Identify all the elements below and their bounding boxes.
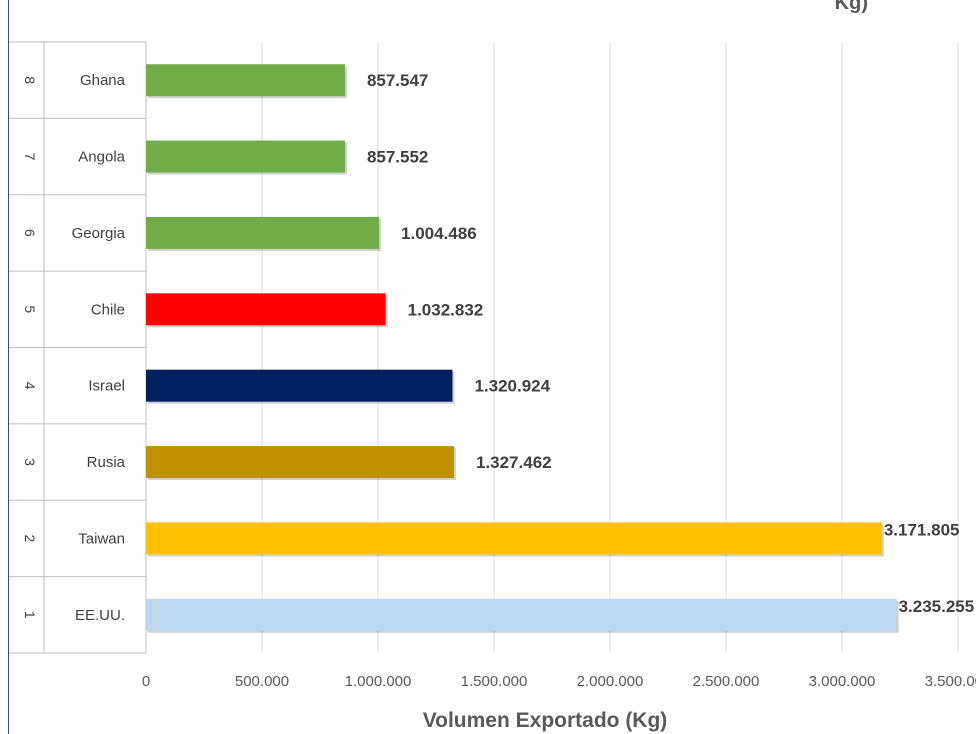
bar-ghana bbox=[146, 64, 345, 97]
rank-label: 2 bbox=[22, 535, 38, 543]
bar-angola bbox=[146, 140, 345, 173]
rank-label: 3 bbox=[22, 458, 38, 466]
data-label: 1.327.462 bbox=[476, 453, 552, 472]
data-label: 1.004.486 bbox=[401, 224, 477, 243]
category-labels: EE.UU. Taiwan Rusia Israel Chile Georgia Angol… bbox=[72, 72, 126, 624]
data-label: 3.171.805 bbox=[884, 520, 960, 539]
category-label: Rusia bbox=[87, 454, 126, 471]
data-labels: 3.235.255 3.171.805 1.327.462 1.320.924 1.03… bbox=[367, 71, 974, 616]
category-label: EE.UU. bbox=[75, 607, 125, 624]
x-tick-label: 2.500.000 bbox=[693, 673, 760, 690]
rank-label: 8 bbox=[22, 76, 38, 84]
category-label: Taiwan bbox=[78, 530, 125, 547]
chart-title-fragment: Kg) bbox=[835, 0, 868, 14]
data-label: 3.235.255 bbox=[899, 597, 975, 616]
bar-georgia bbox=[146, 216, 380, 249]
data-label: 857.552 bbox=[367, 148, 428, 167]
bar-taiwan bbox=[146, 522, 882, 555]
data-label: 857.547 bbox=[367, 71, 428, 90]
bars bbox=[146, 64, 899, 633]
x-tick-label: 500.000 bbox=[235, 673, 289, 690]
x-tick-label: 0 bbox=[142, 673, 150, 690]
gridlines bbox=[145, 42, 959, 653]
category-label: Israel bbox=[88, 378, 125, 395]
rank-label: 5 bbox=[22, 305, 38, 313]
rank-label: 7 bbox=[22, 153, 38, 161]
bar-chile bbox=[146, 293, 386, 326]
bar-ee-uu bbox=[146, 598, 897, 631]
rank-label: 4 bbox=[22, 382, 38, 390]
data-label: 1.032.832 bbox=[408, 300, 484, 319]
x-tick-label: 1.000.000 bbox=[345, 673, 412, 690]
category-label: Ghana bbox=[80, 72, 126, 89]
category-row-dividers bbox=[9, 41, 147, 654]
bar-rusia bbox=[146, 446, 454, 479]
category-label: Chile bbox=[91, 301, 125, 318]
category-label: Angola bbox=[78, 149, 125, 166]
chart-frame-left-border bbox=[8, 0, 9, 734]
x-tick-label: 3.000.000 bbox=[809, 673, 876, 690]
rank-label: 1 bbox=[22, 611, 38, 619]
x-tick-label: 1.500.000 bbox=[461, 673, 528, 690]
rank-labels: 1 2 3 4 5 6 7 8 bbox=[22, 76, 38, 619]
bar-israel bbox=[146, 369, 453, 402]
rank-label: 6 bbox=[22, 229, 38, 237]
x-tick-label: 2.000.000 bbox=[577, 673, 644, 690]
data-label: 1.320.924 bbox=[474, 377, 550, 396]
x-tick-labels: 0 500.000 1.000.000 1.500.000 2.000.000 2.500… bbox=[142, 673, 976, 690]
x-axis-title: Volumen Exportado (Kg) bbox=[423, 709, 668, 732]
x-tick-label: 3.500.000 bbox=[925, 673, 976, 690]
category-label: Georgia bbox=[72, 225, 126, 242]
